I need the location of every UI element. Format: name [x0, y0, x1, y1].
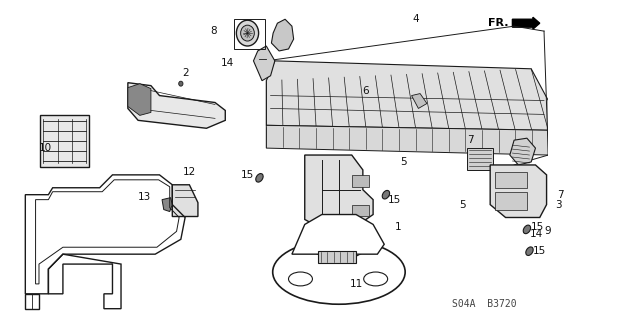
Ellipse shape	[273, 240, 405, 304]
Text: 3: 3	[555, 200, 562, 210]
Text: 1: 1	[394, 222, 401, 233]
Text: 7: 7	[557, 190, 563, 200]
Text: 5: 5	[401, 157, 407, 167]
Polygon shape	[292, 214, 384, 254]
Text: 8: 8	[210, 26, 217, 36]
Ellipse shape	[47, 157, 52, 161]
Polygon shape	[490, 165, 547, 218]
Ellipse shape	[526, 247, 533, 256]
Polygon shape	[266, 125, 548, 155]
Ellipse shape	[341, 202, 346, 207]
Text: 15: 15	[241, 170, 254, 180]
Polygon shape	[271, 19, 294, 51]
Ellipse shape	[382, 190, 390, 199]
Text: 13: 13	[138, 192, 151, 202]
Ellipse shape	[259, 55, 266, 63]
Text: 9: 9	[544, 226, 550, 236]
Polygon shape	[266, 61, 548, 130]
Polygon shape	[352, 175, 369, 187]
Text: 4: 4	[413, 14, 419, 24]
Ellipse shape	[75, 157, 80, 161]
Polygon shape	[317, 251, 356, 263]
Polygon shape	[495, 172, 527, 188]
Text: 6: 6	[362, 85, 369, 96]
Text: 7: 7	[467, 135, 474, 145]
Ellipse shape	[236, 20, 259, 46]
Text: 11: 11	[349, 279, 363, 289]
Text: 2: 2	[182, 68, 188, 78]
Polygon shape	[510, 138, 536, 165]
Text: 10: 10	[39, 143, 52, 153]
Polygon shape	[128, 83, 225, 128]
Polygon shape	[495, 192, 527, 210]
Text: 15: 15	[388, 195, 401, 205]
Polygon shape	[352, 204, 369, 217]
FancyArrow shape	[513, 17, 540, 29]
Polygon shape	[40, 115, 90, 167]
Text: 14: 14	[221, 58, 234, 68]
Text: 14: 14	[529, 229, 543, 239]
Polygon shape	[172, 185, 198, 217]
Text: 15: 15	[533, 246, 546, 256]
Ellipse shape	[241, 25, 254, 41]
Polygon shape	[162, 198, 172, 211]
Text: 15: 15	[531, 222, 545, 233]
Polygon shape	[253, 46, 275, 81]
Polygon shape	[128, 84, 151, 115]
Polygon shape	[412, 93, 427, 108]
Ellipse shape	[525, 178, 537, 192]
Text: 12: 12	[183, 167, 196, 177]
Ellipse shape	[179, 81, 183, 86]
Polygon shape	[467, 148, 493, 170]
Text: FR.: FR.	[488, 18, 509, 28]
Ellipse shape	[524, 225, 531, 234]
Ellipse shape	[521, 173, 541, 197]
Text: S04A  B3720: S04A B3720	[452, 299, 516, 309]
Ellipse shape	[61, 157, 67, 161]
Ellipse shape	[289, 272, 312, 286]
Text: 5: 5	[460, 200, 466, 210]
Ellipse shape	[364, 272, 388, 286]
Ellipse shape	[256, 174, 263, 182]
Polygon shape	[305, 155, 373, 226]
